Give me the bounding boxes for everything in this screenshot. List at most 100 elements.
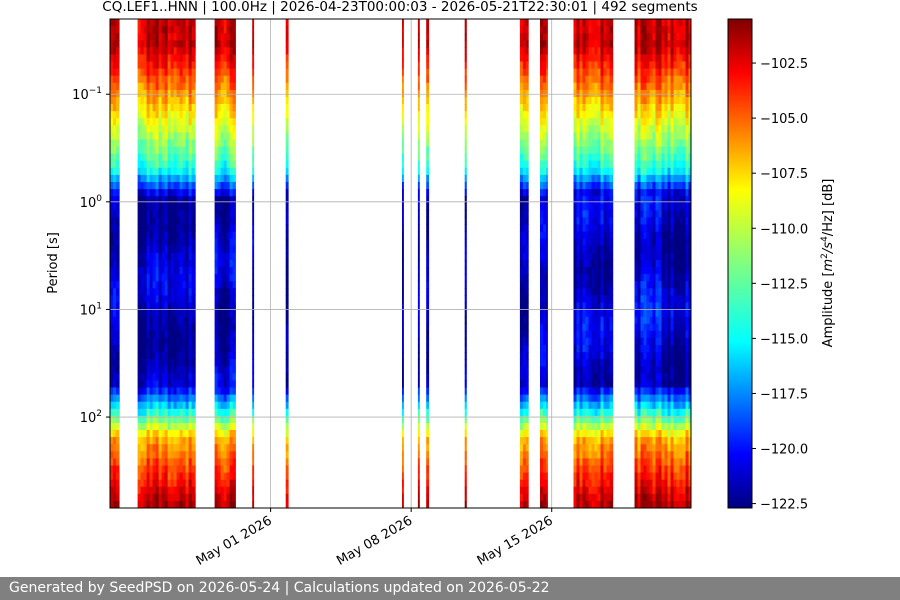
heatmap-cell <box>661 196 665 204</box>
heatmap-cell <box>603 139 607 148</box>
heatmap-cell <box>426 174 430 183</box>
heatmap-cell <box>143 104 147 112</box>
heatmap-cell <box>417 118 420 126</box>
heatmap-cell <box>185 472 189 481</box>
heatmap-cell <box>597 309 601 318</box>
heatmap-cell <box>217 316 221 325</box>
heatmap-cell <box>140 174 144 183</box>
heatmap-cell <box>191 125 195 133</box>
heatmap-cell <box>579 373 583 381</box>
heatmap-cell <box>285 118 289 126</box>
heatmap-cell <box>167 146 171 155</box>
heatmap-cell <box>573 316 577 325</box>
heatmap-cell <box>664 281 668 289</box>
heatmap-cell <box>149 274 153 282</box>
heatmap-cell <box>573 189 577 197</box>
heatmap-cell <box>417 82 420 91</box>
heatmap-cell <box>170 118 174 126</box>
heatmap-cell <box>152 288 156 296</box>
heatmap-cell <box>146 40 150 48</box>
heatmap-cell <box>191 203 195 211</box>
heatmap-cell <box>223 19 227 27</box>
heatmap-cell <box>176 380 180 388</box>
heatmap-cell <box>161 153 165 162</box>
heatmap-cell <box>173 82 177 91</box>
heatmap-cell <box>146 19 150 27</box>
heatmap-cell <box>652 352 656 360</box>
heatmap-cell <box>232 132 236 140</box>
heatmap-cell <box>464 68 467 77</box>
heatmap-cell <box>176 394 180 403</box>
heatmap-cell <box>658 47 662 55</box>
heatmap-cell <box>591 316 595 325</box>
heatmap-cell <box>173 153 177 162</box>
heatmap-cell <box>252 40 255 48</box>
heatmap-cell <box>655 260 659 268</box>
heatmap-cell <box>646 493 650 502</box>
heatmap-cell <box>673 302 677 311</box>
heatmap-cell <box>664 82 668 91</box>
heatmap-cell <box>640 323 644 332</box>
heatmap-cell <box>582 465 586 474</box>
heatmap-cell <box>232 61 236 70</box>
heatmap-cell <box>649 295 653 303</box>
heatmap-cell <box>582 189 586 197</box>
heatmap-cell <box>179 231 183 240</box>
heatmap-cell <box>176 54 180 62</box>
data-segment <box>402 19 404 508</box>
heatmap-cell <box>140 196 144 204</box>
heatmap-cell <box>667 89 671 98</box>
heatmap-cell <box>176 352 180 360</box>
heatmap-cell <box>591 54 595 62</box>
heatmap-cell <box>226 118 230 126</box>
heatmap-cell <box>179 68 183 77</box>
heatmap-cell <box>519 401 524 410</box>
heatmap-cell <box>594 493 598 502</box>
heatmap-cell <box>609 61 613 70</box>
heatmap-cell <box>637 61 641 70</box>
heatmap-cell <box>591 260 595 268</box>
heatmap-cell <box>594 238 598 247</box>
heatmap-cell <box>119 217 120 225</box>
heatmap-cell <box>214 196 218 204</box>
heatmap-cell <box>152 345 156 353</box>
heatmap-cell <box>576 61 580 70</box>
heatmap-cell <box>585 359 589 367</box>
heatmap-cell <box>194 47 196 55</box>
heatmap-cell <box>573 139 577 148</box>
heatmap-cell <box>110 387 114 396</box>
heatmap-cell <box>579 387 583 396</box>
heatmap-cell <box>603 323 607 332</box>
heatmap-cell <box>252 316 255 325</box>
heatmap-cell <box>217 260 221 268</box>
heatmap-cell <box>119 89 120 98</box>
heatmap-cell <box>643 238 647 247</box>
heatmap-cell <box>164 111 168 119</box>
heatmap-cell <box>229 89 233 98</box>
heatmap-cell <box>194 316 196 325</box>
heatmap-cell <box>179 302 183 311</box>
heatmap-cell <box>152 437 156 445</box>
heatmap-cell <box>573 430 577 438</box>
heatmap-cell <box>658 267 662 275</box>
heatmap-cell <box>146 274 150 282</box>
heatmap-cell <box>543 75 547 84</box>
heatmap-cell <box>176 182 180 190</box>
heatmap-cell <box>573 33 577 41</box>
heatmap-cell <box>603 500 607 508</box>
heatmap-cell <box>155 196 159 204</box>
heatmap-cell <box>140 486 144 495</box>
heatmap-cell <box>185 217 189 225</box>
heatmap-cell <box>146 288 150 296</box>
heatmap-cell <box>606 394 610 403</box>
heatmap-cell <box>110 245 114 254</box>
heatmap-cell <box>188 465 192 474</box>
heatmap-cell <box>167 430 171 438</box>
heatmap-cell <box>214 245 218 254</box>
heatmap-cell <box>220 118 224 126</box>
heatmap-cell <box>176 68 180 77</box>
heatmap-cell <box>179 366 183 374</box>
heatmap-cell <box>664 19 668 27</box>
heatmap-cell <box>152 54 156 62</box>
heatmap-cell <box>191 281 195 289</box>
